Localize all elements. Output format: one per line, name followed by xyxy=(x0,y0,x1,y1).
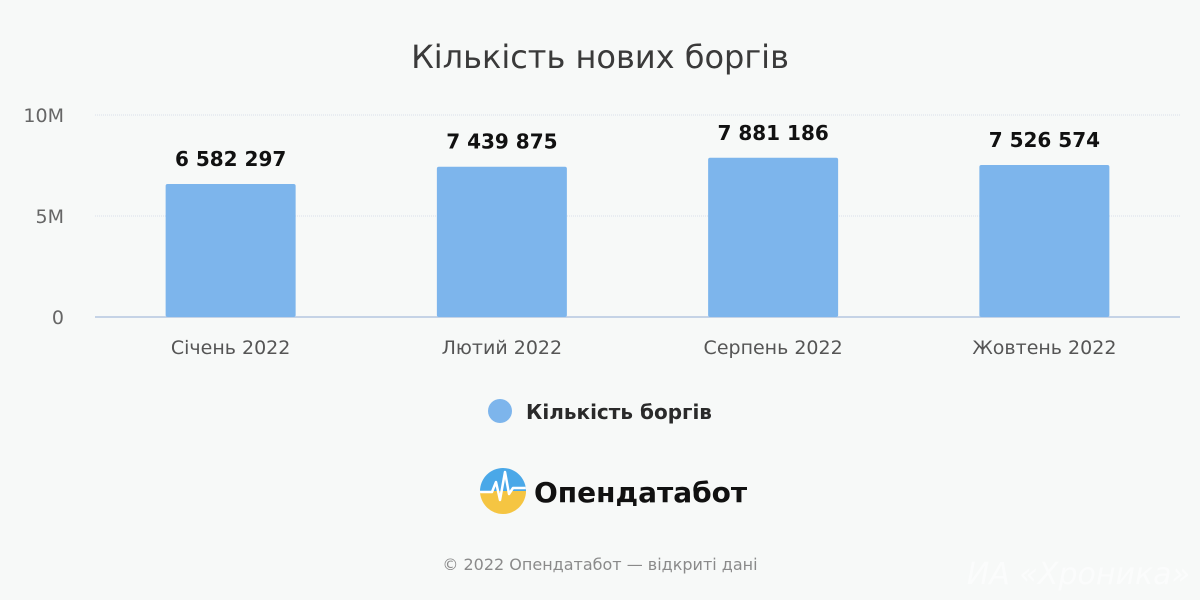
data-label: 7 881 186 xyxy=(717,121,828,145)
x-axis: Січень 2022 Лютий 2022 Серпень 2022 Жовтень… xyxy=(171,337,1117,359)
x-tick-label: Лютий 2022 xyxy=(442,337,562,359)
x-tick-label: Січень 2022 xyxy=(171,337,290,359)
bars xyxy=(165,157,1110,317)
x-tick-label: Серпень 2022 xyxy=(704,337,843,359)
brand-name: Опендатабот xyxy=(534,476,748,509)
data-label: 6 582 297 xyxy=(175,147,286,171)
data-labels: 6 582 297 7 439 875 7 881 186 7 526 574 xyxy=(175,121,1100,171)
bar[interactable] xyxy=(708,157,839,317)
y-axis: 0 5M 10M xyxy=(23,105,64,329)
data-label: 7 526 574 xyxy=(989,128,1100,152)
y-tick-label: 5M xyxy=(36,206,64,228)
legend[interactable]: Кількість боргів xyxy=(488,399,712,424)
brand-logo: Опендатабот xyxy=(480,468,748,514)
x-tick-label: Жовтень 2022 xyxy=(972,337,1116,359)
watermark-text: ИА «Хроника» xyxy=(967,557,1190,592)
copyright-text: © 2022 Опендатабот — відкриті дані xyxy=(442,555,757,574)
legend-marker xyxy=(488,399,512,423)
legend-label: Кількість боргів xyxy=(526,400,712,424)
bar[interactable] xyxy=(436,166,567,317)
logo-icon xyxy=(480,468,526,514)
bar[interactable] xyxy=(979,164,1110,317)
data-label: 7 439 875 xyxy=(446,130,557,154)
bar[interactable] xyxy=(165,184,296,317)
chart-title: Кількість нових боргів xyxy=(411,38,789,76)
y-tick-label: 10M xyxy=(23,105,64,127)
y-tick-label: 0 xyxy=(52,307,64,329)
